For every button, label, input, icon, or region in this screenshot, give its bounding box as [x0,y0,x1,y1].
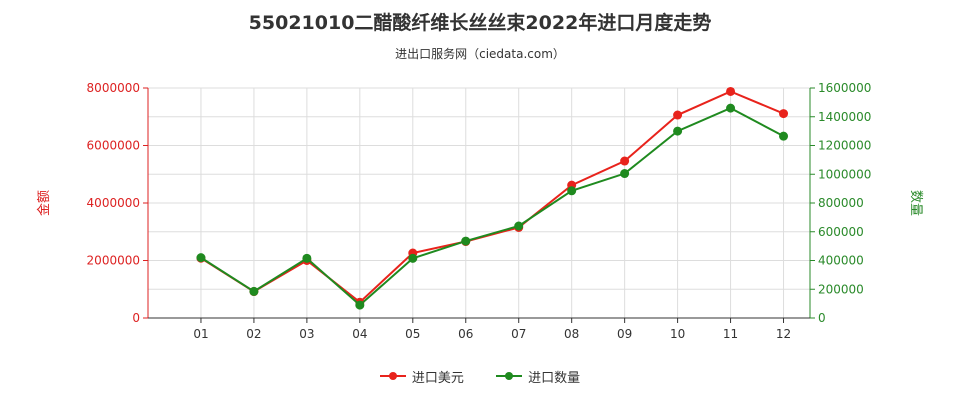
y-right-tick-label: 200000 [818,282,864,296]
data-point-usd [620,156,630,166]
x-tick-label: 12 [776,327,791,341]
legend-label-usd: 进口美元 [411,370,464,386]
data-point-quantity [567,186,577,196]
y-right-axis-title: 数量 [908,190,923,216]
y-left-tick-label: 6000000 [87,139,140,153]
y-left-tick-label: 4000000 [87,196,140,210]
x-tick-label: 11 [723,327,738,341]
x-tick-label: 03 [299,327,314,341]
data-point-quantity [726,103,736,113]
y-left-tick-label: 8000000 [87,81,140,95]
x-tick-label: 07 [511,327,526,341]
y-right-tick-label: 1000000 [818,167,871,181]
y-right-tick-label: 800000 [818,196,864,210]
x-tick-label: 06 [458,327,473,341]
y-left-tick-label: 0 [132,311,140,325]
x-tick-label: 01 [193,327,208,341]
x-tick-label: 02 [246,327,261,341]
x-tick-label: 08 [564,327,579,341]
data-point-usd [726,86,736,96]
y-right-tick-label: 1200000 [818,139,871,153]
data-point-quantity [249,286,259,296]
data-point-quantity [620,169,630,179]
data-point-quantity [779,131,789,141]
y-right-tick-label: 1400000 [818,110,871,124]
legend-item-quantity[interactable]: 进口数量 [496,367,580,386]
legend-item-usd[interactable]: 进口美元 [379,367,464,386]
data-point-quantity [302,253,312,263]
x-tick-label: 10 [670,327,685,341]
data-point-quantity [514,221,524,231]
x-tick-label: 04 [352,327,367,341]
chart-subtitle: 进出口服务网（ciedata.com） [395,47,565,61]
data-point-usd [779,109,789,119]
legend-swatch-quantity [496,372,523,380]
x-tick-label: 05 [405,327,420,341]
legend-label-quantity: 进口数量 [528,370,581,386]
y-left-tick-label: 2000000 [87,254,140,268]
y-right-tick-label: 600000 [818,225,864,239]
data-point-quantity [461,236,471,246]
y-right-tick-label: 1600000 [818,81,871,95]
data-point-quantity [673,126,683,136]
legend: 进口美元 进口数量 [0,366,960,386]
data-point-quantity [355,300,365,310]
legend-swatch-usd [379,372,406,380]
series-line-quantity [200,107,784,307]
chart-title: 55021010二醋酸纤维长丝丝束2022年进口月度走势 [248,12,712,34]
y-right-tick-label: 0 [818,311,826,325]
y-left-axis-title: 金额 [36,190,52,216]
data-point-quantity [196,253,206,263]
x-tick-label: 09 [617,327,632,341]
data-point-quantity [408,253,418,263]
data-point-usd [673,110,683,120]
y-right-tick-label: 400000 [818,254,864,268]
